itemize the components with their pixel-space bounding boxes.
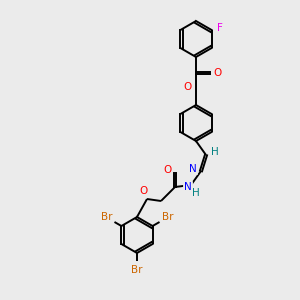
Text: H: H — [211, 147, 219, 157]
Text: O: O — [163, 165, 171, 175]
Text: N: N — [184, 182, 192, 192]
Text: N: N — [189, 164, 197, 174]
Text: Br: Br — [131, 265, 143, 275]
Text: Br: Br — [101, 212, 112, 223]
Text: H: H — [192, 188, 200, 198]
Text: O: O — [214, 68, 222, 78]
Text: O: O — [184, 82, 192, 92]
Text: F: F — [217, 23, 223, 33]
Text: O: O — [140, 186, 148, 196]
Text: Br: Br — [162, 212, 173, 223]
